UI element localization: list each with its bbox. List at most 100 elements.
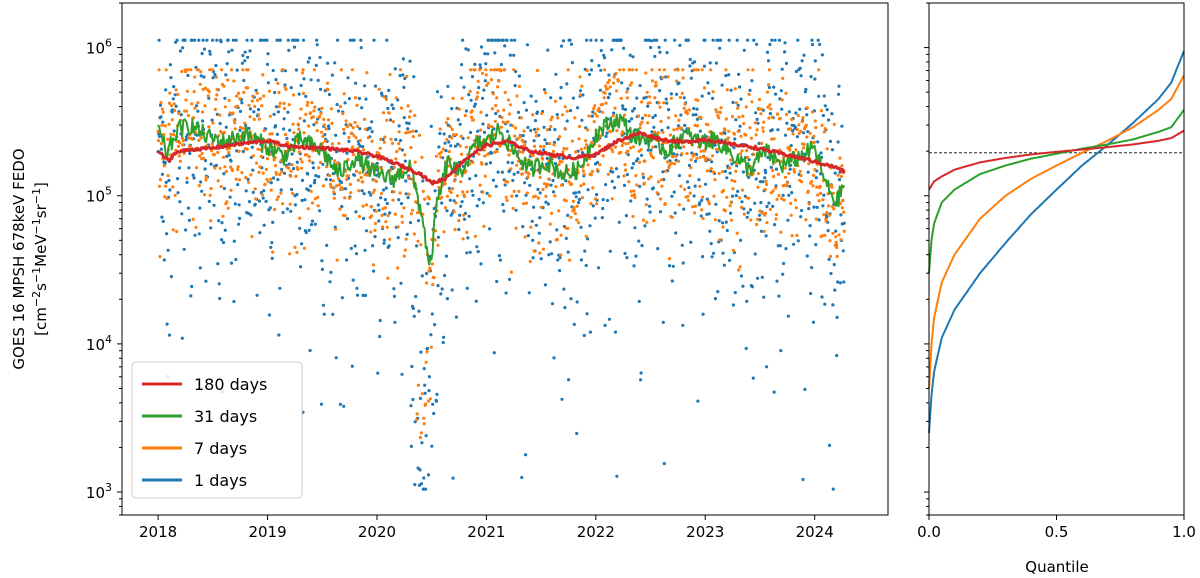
weekly-point: [425, 350, 429, 354]
daily-point: [236, 183, 240, 187]
weekly-point: [521, 150, 525, 154]
daily-point: [427, 389, 431, 393]
weekly-point: [337, 183, 342, 187]
weekly-point: [791, 132, 795, 136]
weekly-point: [835, 245, 839, 250]
series-line-180days: [156, 130, 846, 186]
weekly-point: [807, 162, 811, 166]
weekly-point: [398, 147, 402, 151]
daily-point: [658, 50, 662, 54]
daily-point: [361, 293, 365, 297]
weekly-point: [478, 183, 482, 187]
weekly-point: [626, 141, 630, 145]
daily-point: [560, 397, 564, 401]
legend-label: 1 days: [194, 471, 247, 490]
weekly-point: [484, 73, 488, 77]
weekly-point: [238, 125, 243, 129]
daily-point: [640, 153, 644, 157]
daily-point: [398, 74, 402, 78]
weekly-point: [418, 435, 422, 440]
weekly-point: [687, 108, 692, 112]
weekly-point: [679, 184, 683, 188]
daily-point: [754, 111, 758, 115]
daily-point: [782, 261, 786, 266]
daily-point: [345, 151, 349, 155]
weekly-point: [237, 149, 241, 153]
weekly-point: [338, 104, 342, 109]
daily-point: [227, 50, 231, 54]
daily-point: [783, 133, 788, 137]
weekly-point: [724, 68, 728, 72]
weekly-point: [672, 128, 676, 132]
daily-point: [658, 89, 662, 93]
weekly-point: [495, 149, 499, 154]
daily-point: [247, 126, 251, 130]
daily-point: [617, 220, 621, 224]
daily-point: [688, 64, 692, 68]
daily-point: [524, 108, 529, 112]
weekly-point: [214, 75, 218, 79]
daily-point: [535, 110, 540, 114]
weekly-point: [638, 160, 642, 164]
daily-point: [355, 286, 359, 290]
daily-point: [422, 367, 426, 371]
weekly-point: [580, 196, 585, 200]
weekly-point: [834, 240, 838, 245]
daily-point: [764, 171, 768, 175]
weekly-point: [389, 137, 393, 141]
daily-point: [774, 167, 779, 171]
daily-point: [392, 287, 396, 291]
daily-point: [278, 286, 282, 290]
daily-point: [810, 38, 814, 42]
weekly-point: [251, 154, 255, 158]
weekly-point: [632, 193, 637, 197]
daily-point: [480, 96, 485, 100]
weekly-point: [519, 167, 523, 171]
daily-point: [473, 102, 477, 106]
daily-point: [464, 47, 468, 51]
weekly-point: [408, 130, 412, 134]
weekly-point: [383, 206, 387, 210]
weekly-point: [804, 123, 808, 127]
weekly-point: [176, 92, 180, 96]
weekly-point: [321, 184, 325, 188]
daily-point: [494, 111, 498, 116]
weekly-point: [498, 144, 502, 148]
daily-point: [309, 223, 314, 227]
daily-point: [327, 92, 332, 97]
weekly-point: [738, 265, 742, 269]
weekly-point: [232, 79, 236, 83]
daily-point: [579, 225, 583, 229]
weekly-point: [411, 135, 415, 139]
weekly-point: [810, 110, 815, 114]
daily-point: [473, 62, 477, 66]
weekly-point: [250, 99, 254, 103]
weekly-point: [747, 196, 751, 200]
weekly-point: [322, 117, 326, 121]
weekly-point: [310, 101, 314, 105]
daily-point: [342, 131, 346, 135]
daily-point: [785, 121, 789, 125]
daily-point: [354, 81, 358, 85]
weekly-point: [363, 127, 368, 131]
weekly-point: [241, 126, 245, 130]
weekly-point: [443, 182, 447, 186]
weekly-point: [806, 189, 810, 193]
weekly-point: [306, 100, 310, 105]
daily-point: [694, 113, 698, 117]
daily-point: [668, 159, 672, 163]
daily-point: [469, 130, 473, 135]
daily-point: [462, 85, 466, 89]
daily-point: [649, 148, 653, 152]
daily-point: [651, 186, 656, 190]
daily-point: [457, 227, 461, 232]
daily-point: [640, 116, 645, 120]
weekly-point: [506, 98, 511, 102]
daily-point: [348, 38, 352, 42]
weekly-point: [647, 114, 651, 118]
weekly-point: [169, 132, 173, 136]
weekly-point: [207, 125, 211, 129]
daily-point: [798, 66, 802, 70]
quantile-curve: [928, 74, 1185, 389]
daily-point: [842, 280, 846, 284]
